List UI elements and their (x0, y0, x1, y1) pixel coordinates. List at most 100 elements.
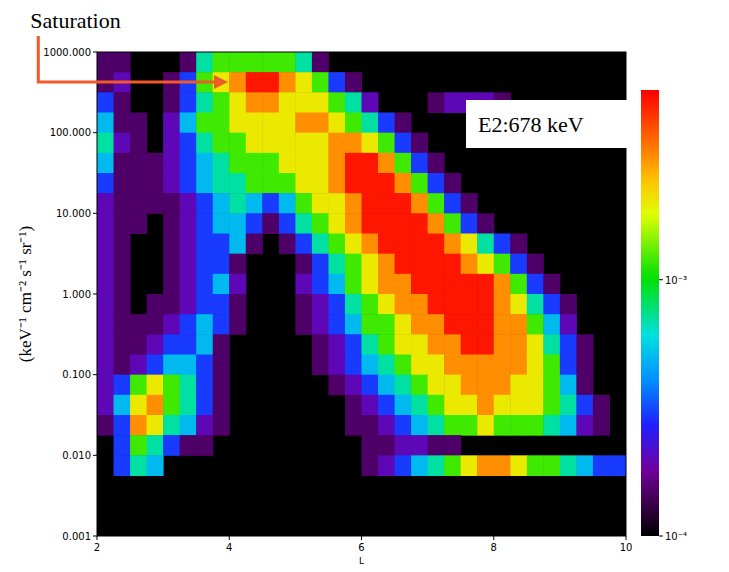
cell (560, 294, 577, 315)
cell (196, 314, 213, 335)
frame (97, 52, 626, 536)
cell (543, 355, 560, 376)
cell (196, 395, 213, 416)
cell (147, 375, 164, 396)
cell (527, 355, 544, 376)
y-tick-label: 0.001 (62, 531, 91, 542)
cell (114, 173, 131, 194)
y-tick (93, 455, 97, 456)
cell (262, 193, 279, 214)
cell (163, 294, 180, 315)
cell (147, 455, 164, 476)
cell (130, 193, 147, 214)
cell (543, 375, 560, 396)
color-tick (659, 279, 663, 280)
cell (279, 52, 296, 73)
cell (560, 395, 577, 416)
cell (428, 294, 445, 315)
y-tick-label: 100.000 (50, 127, 91, 138)
cell (395, 375, 412, 396)
cell (576, 395, 593, 416)
cell (576, 355, 593, 376)
cell (543, 294, 560, 315)
cell (444, 234, 461, 255)
cell (246, 52, 263, 73)
cell (428, 395, 445, 416)
cell (295, 153, 312, 174)
y-tick (93, 294, 97, 295)
cell (130, 455, 147, 476)
cell (345, 375, 362, 396)
cell (279, 193, 296, 214)
cell (362, 415, 379, 436)
cell (395, 173, 412, 194)
cell (213, 294, 230, 315)
cell (229, 314, 246, 335)
cell (180, 334, 197, 355)
cell (378, 254, 395, 275)
cell (477, 234, 494, 255)
cell (395, 113, 412, 134)
cell (279, 133, 296, 154)
x-tick-label: 10 (620, 542, 633, 553)
cell (163, 415, 180, 436)
cell (130, 173, 147, 194)
cell (378, 153, 395, 174)
cell (527, 294, 544, 315)
cell (130, 213, 147, 234)
cell (229, 173, 246, 194)
cell (279, 173, 296, 194)
cell (411, 153, 428, 174)
cell (130, 375, 147, 396)
cell (196, 415, 213, 436)
cell (163, 314, 180, 335)
cell (114, 234, 131, 255)
arrow-head (214, 75, 228, 89)
cell (461, 355, 478, 376)
cell (378, 133, 395, 154)
cell (163, 355, 180, 376)
cell (196, 334, 213, 355)
cell (130, 314, 147, 335)
cell (262, 72, 279, 93)
cell (196, 355, 213, 376)
cell (411, 375, 428, 396)
cell (97, 193, 114, 214)
cell (97, 113, 114, 134)
cell (312, 72, 329, 93)
cell (196, 193, 213, 214)
cell (345, 274, 362, 295)
cell (560, 455, 577, 476)
cell (312, 173, 329, 194)
cell (229, 213, 246, 234)
cell (362, 314, 379, 335)
cell (345, 72, 362, 93)
cell (180, 274, 197, 295)
cell (543, 314, 560, 335)
cell (510, 355, 527, 376)
cell (378, 193, 395, 214)
cell (180, 395, 197, 416)
cell (114, 375, 131, 396)
cell (180, 435, 197, 456)
cell (461, 234, 478, 255)
cell (97, 375, 114, 396)
cell (560, 375, 577, 396)
cell (130, 395, 147, 416)
cell (477, 274, 494, 295)
cell (163, 435, 180, 456)
cell (494, 254, 511, 275)
annotation-box (466, 100, 638, 148)
cell (312, 113, 329, 134)
cell (345, 234, 362, 255)
cell (510, 234, 527, 255)
cell (97, 395, 114, 416)
cell (395, 455, 412, 476)
cell (213, 355, 230, 376)
annotation: E2:678 keV (478, 112, 584, 137)
cell (345, 355, 362, 376)
cell (576, 334, 593, 355)
cell (312, 294, 329, 315)
cell (395, 294, 412, 315)
cell (295, 72, 312, 93)
